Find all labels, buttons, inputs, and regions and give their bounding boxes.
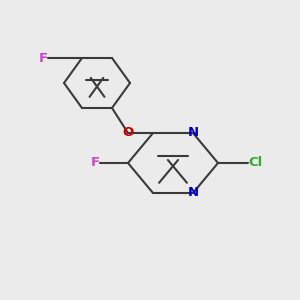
Text: N: N bbox=[188, 127, 199, 140]
Text: N: N bbox=[188, 187, 199, 200]
Text: Cl: Cl bbox=[248, 157, 262, 169]
Text: O: O bbox=[122, 127, 134, 140]
Text: F: F bbox=[91, 157, 100, 169]
Text: F: F bbox=[39, 52, 48, 64]
